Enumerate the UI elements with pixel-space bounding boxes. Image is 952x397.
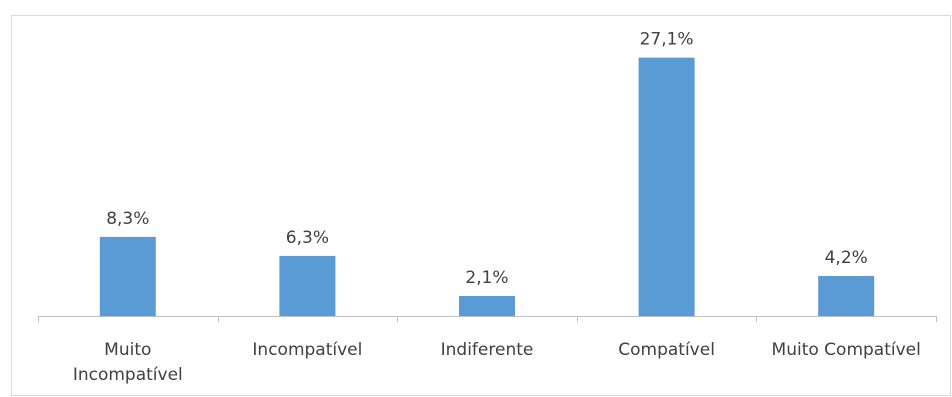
data-label: 2,1% <box>465 268 508 288</box>
data-label: 27,1% <box>640 30 694 50</box>
x-tick-label-line: Muito <box>104 340 151 360</box>
bar <box>638 57 695 316</box>
x-tick-label-line: Incompatível <box>73 365 183 385</box>
x-tick-label: Muito Compatível <box>772 340 921 360</box>
bar <box>279 255 336 316</box>
bar <box>818 275 875 316</box>
x-tick-label-line: Compatível <box>618 340 715 360</box>
data-label: 6,3% <box>286 228 329 248</box>
x-tick-label-line: Indiferente <box>441 340 534 360</box>
x-tick-label-line: Incompatível <box>252 340 362 360</box>
x-tick-label: Indiferente <box>441 340 534 360</box>
x-tick-labels-group: Muito Incompatível Incompatível Indiferente… <box>73 340 921 385</box>
bar <box>99 236 156 316</box>
bar <box>459 295 515 316</box>
data-labels-group: 8,3% 6,3% 2,1% 27,1% 4,2% <box>106 30 868 288</box>
x-axis <box>38 316 937 322</box>
bars-group <box>99 57 875 316</box>
data-label: 4,2% <box>825 248 868 268</box>
x-tick-label-line: Muito Compatível <box>772 340 921 360</box>
x-tick-label: Muito Incompatível <box>73 340 183 385</box>
x-tick-label: Compatível <box>618 340 715 360</box>
x-tick-label: Incompatível <box>252 340 362 360</box>
chart-area <box>11 15 951 396</box>
data-label: 8,3% <box>106 209 149 229</box>
